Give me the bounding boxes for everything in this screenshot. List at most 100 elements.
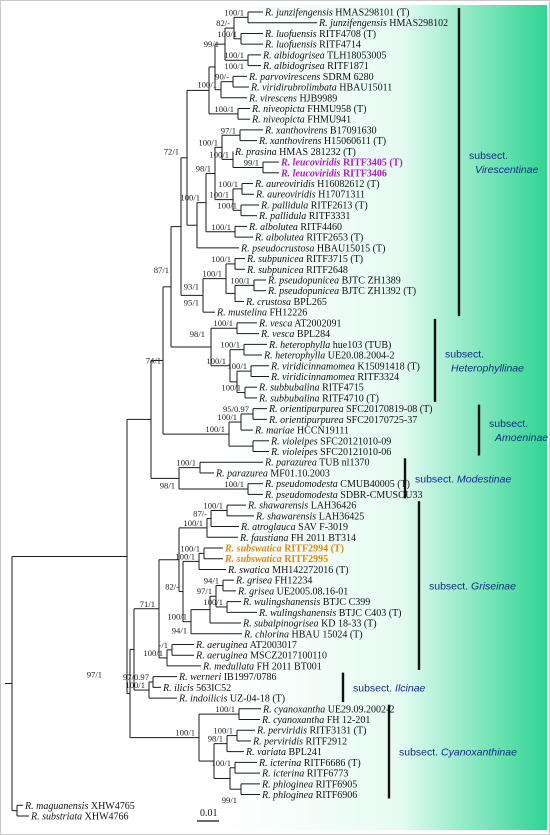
taxon-voucher: FH 12-201: [324, 715, 370, 726]
subsection-prefix: subsect.: [489, 418, 528, 430]
taxon-binomial: R.: [268, 404, 278, 415]
taxon-binomial: R.: [260, 329, 270, 340]
taxon-epithet: pallidula: [268, 211, 307, 222]
taxon-voucher: SDBR-CMUSOU33: [338, 490, 423, 501]
taxon-binomial: R.: [202, 661, 212, 672]
taxon-binomial: R.: [243, 629, 253, 640]
taxon-voucher: AT2003017: [248, 640, 297, 651]
taxon-label: R. orientipurpurea SFC20170725-37: [268, 415, 417, 426]
taxon-binomial: R.: [248, 72, 258, 83]
taxon-label: R. werneri IB1997/0786: [178, 672, 277, 683]
subsection-groups: subsect. Virescentinae subsect. Heterophyll…: [341, 8, 548, 799]
taxon-voucher: MH142272016 (T): [270, 565, 349, 576]
taxon-binomial: R.: [270, 436, 280, 447]
taxon-epithet: aureoviridis: [265, 190, 316, 201]
taxon-binomial: R.: [258, 393, 268, 404]
taxon-voucher: SFC20170725-37: [344, 415, 418, 426]
taxon-label: R. aureoviridis H16082612 (T): [254, 179, 380, 190]
taxon-epithet: parazurea: [274, 458, 317, 469]
taxon-label: R. mustelina FH12226: [216, 308, 307, 319]
taxon-binomial: R.: [267, 276, 277, 287]
taxon-epithet: cyanoxantha: [271, 715, 325, 726]
taxon-binomial: R.: [252, 736, 262, 747]
taxon-epithet: luofuensis: [274, 29, 317, 40]
taxon-label: R. niveopicta FHMU941: [251, 115, 351, 126]
taxon-epithet: phloginea: [271, 790, 314, 801]
taxon-binomial: R.: [318, 18, 328, 29]
taxon-label: R. crustosa BPL265: [245, 297, 327, 308]
taxon-label: R. pseudomodesta CMUB40005 (T): [264, 479, 410, 490]
taxon-label: R. parazurea MF01.10.2003: [215, 468, 330, 479]
taxon-voucher: BJTC ZH1392 (T): [339, 286, 416, 297]
taxon-epithet: virescens: [258, 93, 297, 104]
taxon-epithet: heterophylla: [278, 340, 331, 351]
taxon-voucher: RITF2613 (T): [308, 200, 367, 211]
taxon-label: R. mariae HCCN19111: [254, 426, 349, 437]
taxon-label: R. faustiana FH 2011 BT314: [239, 533, 356, 544]
taxon-voucher: XHW4766: [82, 812, 128, 823]
taxon-voucher: HBAU 15024 (T): [289, 629, 363, 640]
taxon-binomial: R.: [178, 672, 188, 683]
taxon-voucher: MF01.10.2003: [268, 468, 330, 479]
support-value: 99/1: [222, 795, 237, 805]
taxon-binomial: R.: [227, 565, 237, 576]
taxon-label: R. leucoviridis RITF3406: [280, 168, 387, 179]
taxon-epithet: icterina: [271, 769, 305, 780]
support-value: -/1: [158, 640, 168, 650]
support-value: 100/1: [197, 80, 217, 90]
taxon-epithet: albidogrisea: [272, 50, 325, 61]
taxon-label: R. albidogrisea TLH18053005: [262, 50, 386, 61]
support-value: 100/1: [203, 597, 223, 607]
taxon-epithet: vesca: [270, 329, 295, 340]
subsection-label: subsect. Ilcinae: [353, 682, 426, 694]
taxon-binomial: R.: [216, 308, 226, 319]
taxon-label: R. niveopicta FHMU958 (T): [251, 104, 366, 115]
taxon-label: R. junzifengensis HMAS298102: [318, 18, 448, 29]
taxon-binomial: R.: [258, 608, 268, 619]
taxon-label: R. xanthovirens H15060611 (T): [258, 136, 386, 147]
taxon-label: R. albidogrisea RITF1871: [262, 61, 369, 72]
taxon-label: R. swatica MH142272016 (T): [227, 565, 349, 576]
taxon-label: R. cyanoxantha FH 12-201: [261, 715, 370, 726]
support-value: 100/1: [214, 104, 234, 114]
taxon-binomial: R.: [215, 468, 225, 479]
support-value: 100/1: [202, 269, 222, 279]
taxon-label: R. xanthovirens B17091630: [264, 125, 377, 136]
taxon-binomial: R.: [246, 254, 256, 265]
taxon-epithet: perviridis: [266, 726, 307, 737]
subsection-name: Ilcinae: [392, 682, 425, 694]
taxon-voucher: XHW4765: [88, 801, 134, 812]
subsection-name: Griseinae: [468, 581, 516, 593]
taxon-epithet: swatica: [237, 565, 270, 576]
taxon-label: R. luofuensis RITF4714: [264, 40, 361, 51]
support-value: 97/1: [87, 670, 102, 680]
taxon-voucher: FHMU941: [305, 115, 351, 126]
taxon-binomial: R.: [248, 93, 258, 104]
taxon-epithet: pallidula: [270, 200, 309, 211]
taxon-binomial: R.: [261, 715, 271, 726]
taxon-label: R. phloginea RITF6906: [261, 790, 357, 801]
taxon-binomial: R.: [264, 8, 274, 19]
taxon-voucher: RITF1871: [325, 61, 369, 72]
taxon-binomial: R.: [224, 544, 234, 555]
taxon-epithet: ilicis: [172, 683, 194, 694]
taxon-voucher: HMAS298102: [387, 18, 448, 29]
taxon-epithet: medullata: [212, 661, 255, 672]
support-value: 87/-: [193, 509, 207, 519]
taxon-voucher: RITF4708 (T): [317, 29, 376, 40]
taxon-epithet: werneri: [188, 672, 222, 683]
taxon-binomial: R.: [245, 747, 255, 758]
taxon-voucher: B17091630: [327, 125, 376, 136]
taxon-label: R. subswatica RITF2994 (T): [224, 544, 344, 555]
taxon-voucher: RITF4715: [320, 383, 364, 394]
taxon-epithet: aeruginea: [205, 651, 248, 662]
taxon-voucher: LAH36426: [308, 501, 356, 512]
taxon-voucher: TUB nl1370: [317, 458, 370, 469]
support-value: 98/1: [196, 163, 211, 173]
taxon-epithet: parazurea: [225, 468, 268, 479]
support-value: 95/0.97: [223, 404, 250, 414]
taxon-label: R. vesca BPL284: [260, 329, 330, 340]
support-value: 97/1: [221, 125, 236, 135]
taxon-voucher: RITF3406: [340, 168, 386, 179]
support-value: 82/-: [165, 582, 179, 592]
